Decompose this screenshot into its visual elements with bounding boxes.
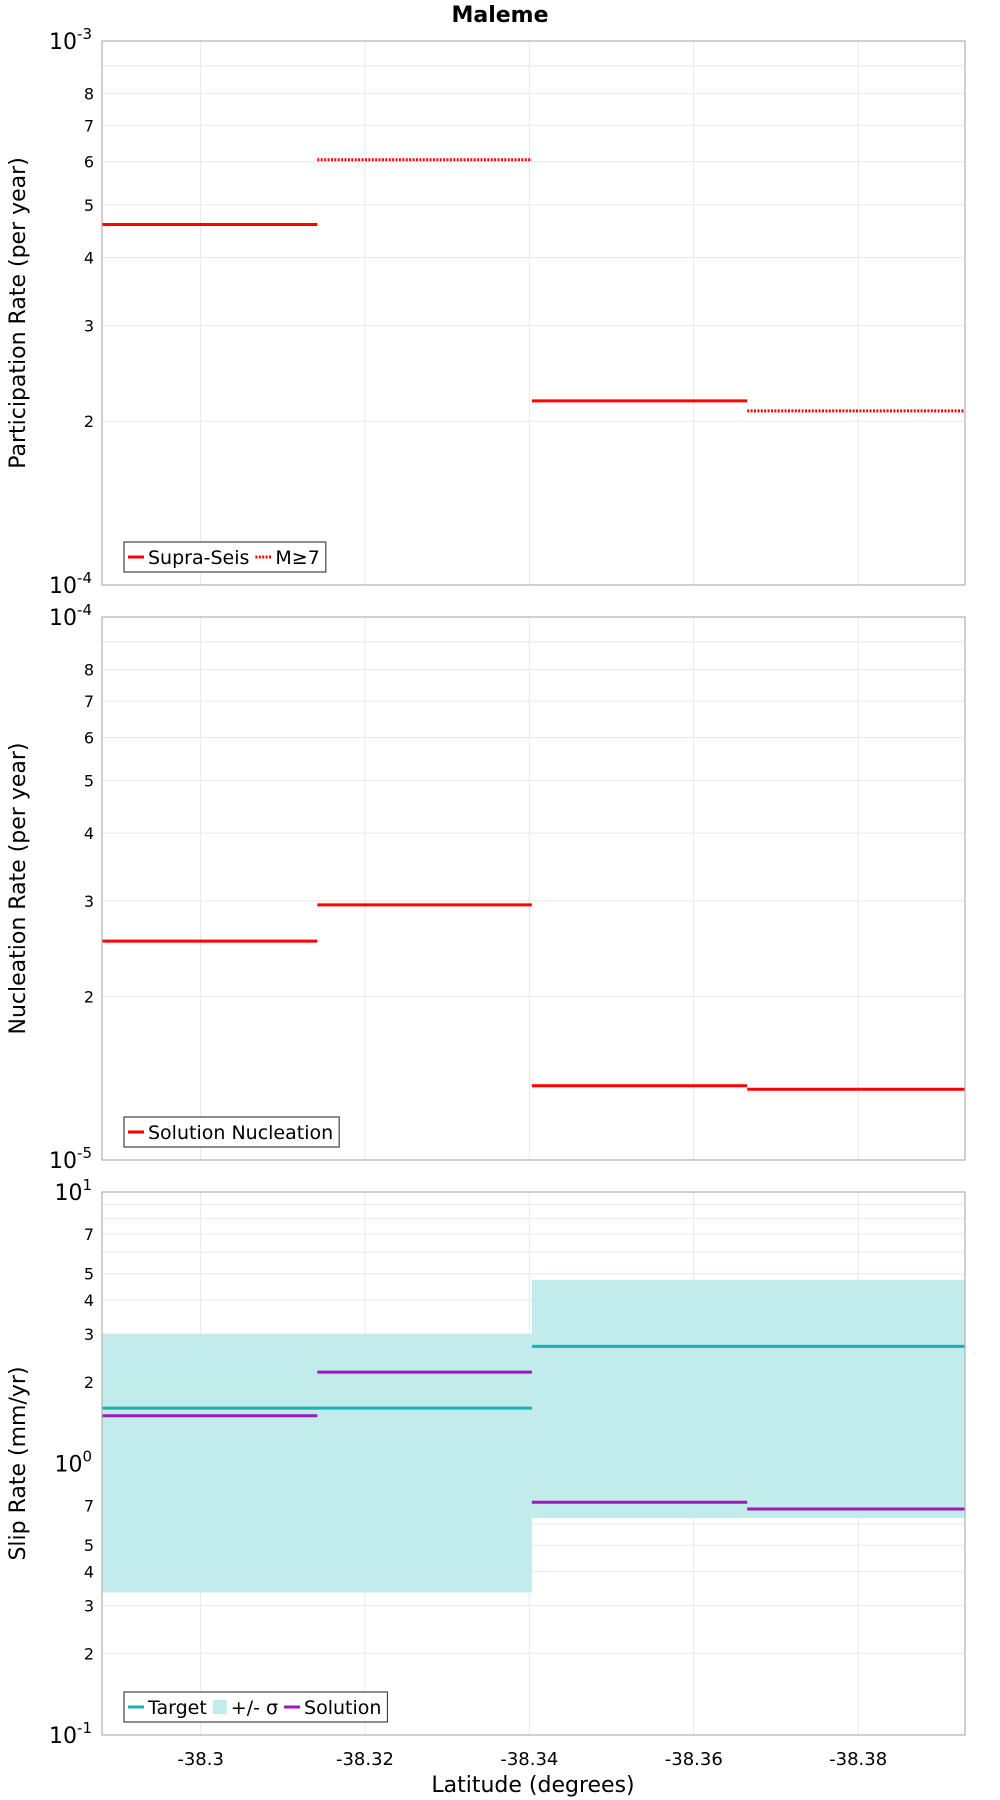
legend: Supra-Seis M≥7 — [123, 541, 327, 573]
y-tick-label: 101 — [54, 1176, 92, 1206]
y-tick-label: 5 — [84, 196, 94, 215]
y-tick-label: 10-3 — [49, 25, 92, 55]
legend-swatch-band — [212, 1700, 227, 1714]
legend: Target +/- σ Solution — [123, 1691, 389, 1723]
y-tick-label: 3 — [84, 316, 94, 335]
y-tick-label: 10-4 — [49, 601, 92, 631]
y-tick-label: 3 — [84, 1325, 94, 1344]
y-tick-label: 7 — [84, 1497, 94, 1516]
y-tick-label: 10-1 — [49, 1719, 92, 1749]
y-tick-label: 7 — [84, 1225, 94, 1244]
y-tick-label: 2 — [84, 1373, 94, 1392]
legend-label: M≥7 — [275, 547, 319, 569]
y-axis-label: Participation Rate (per year) — [6, 157, 31, 469]
legend-label: Target — [147, 1697, 207, 1719]
y-tick-label: 7 — [84, 116, 94, 135]
y-tick-label: 5 — [84, 1265, 94, 1284]
x-tick-label: -38.34 — [500, 1749, 558, 1770]
y-tick-label: 8 — [84, 661, 94, 680]
sigma-band — [102, 1333, 532, 1593]
y-axis-label: Slip Rate (mm/yr) — [6, 1366, 31, 1560]
figure-title: Maleme — [451, 3, 548, 28]
y-tick-label: 3 — [84, 892, 94, 911]
y-tick-label: 4 — [84, 1291, 94, 1310]
y-tick-label: 10-4 — [49, 569, 92, 599]
legend-box — [123, 1691, 389, 1723]
x-tick-label: -38.32 — [336, 1749, 394, 1770]
y-axis-label: Nucleation Rate (per year) — [6, 743, 31, 1035]
y-tick-label: 6 — [84, 728, 94, 747]
y-tick-label: 4 — [84, 824, 94, 843]
chart-panel-3: 101 7 5 4 3 2 100 7 5 4 3 2 10-1 -38.3 -38.32 -38.34 -38… — [6, 1176, 966, 1770]
y-tick-label: 7 — [84, 692, 94, 711]
chart-panel-2: 10-4 8 7 6 5 4 3 2 10-5 Nucleation Rate (per year… — [6, 601, 966, 1174]
y-tick-label: 8 — [84, 85, 94, 104]
y-tick-label: 2 — [84, 1644, 94, 1663]
legend-label: Solution — [304, 1697, 381, 1719]
y-tick-label: 5 — [84, 771, 94, 790]
y-tick-label: 5 — [84, 1536, 94, 1555]
y-tick-label: 10-5 — [49, 1144, 92, 1174]
x-tick-label: -38.3 — [177, 1749, 224, 1770]
plot-frame — [101, 1191, 966, 1736]
legend-label: Solution Nucleation — [148, 1122, 333, 1144]
legend-box — [123, 1116, 340, 1148]
y-tick-label: 100 — [54, 1448, 92, 1478]
x-tick-label: -38.36 — [665, 1749, 723, 1770]
chart-panel-1: 10-3 8 7 6 5 4 3 2 10-4 Participation Rate (per y… — [6, 25, 966, 599]
chart-panels: 10-3 8 7 6 5 4 3 2 10-4 Participation Rate (per y… — [6, 25, 966, 1770]
sigma-band — [531, 1279, 965, 1518]
legend-label: +/- σ — [231, 1697, 278, 1719]
y-tick-label: 6 — [84, 153, 94, 172]
legend-box — [123, 541, 327, 573]
y-tick-label: 2 — [84, 412, 94, 431]
y-tick-label: 2 — [84, 988, 94, 1007]
legend-label: Supra-Seis — [148, 547, 249, 569]
y-tick-label: 4 — [84, 248, 94, 267]
y-tick-label: 4 — [84, 1563, 94, 1582]
x-axis-label: Latitude (degrees) — [431, 1773, 634, 1798]
x-tick-label: -38.38 — [829, 1749, 887, 1770]
plot-frame — [101, 616, 966, 1161]
y-tick-label: 3 — [84, 1596, 94, 1615]
legend: Solution Nucleation — [123, 1116, 340, 1148]
plot-frame — [101, 40, 966, 586]
